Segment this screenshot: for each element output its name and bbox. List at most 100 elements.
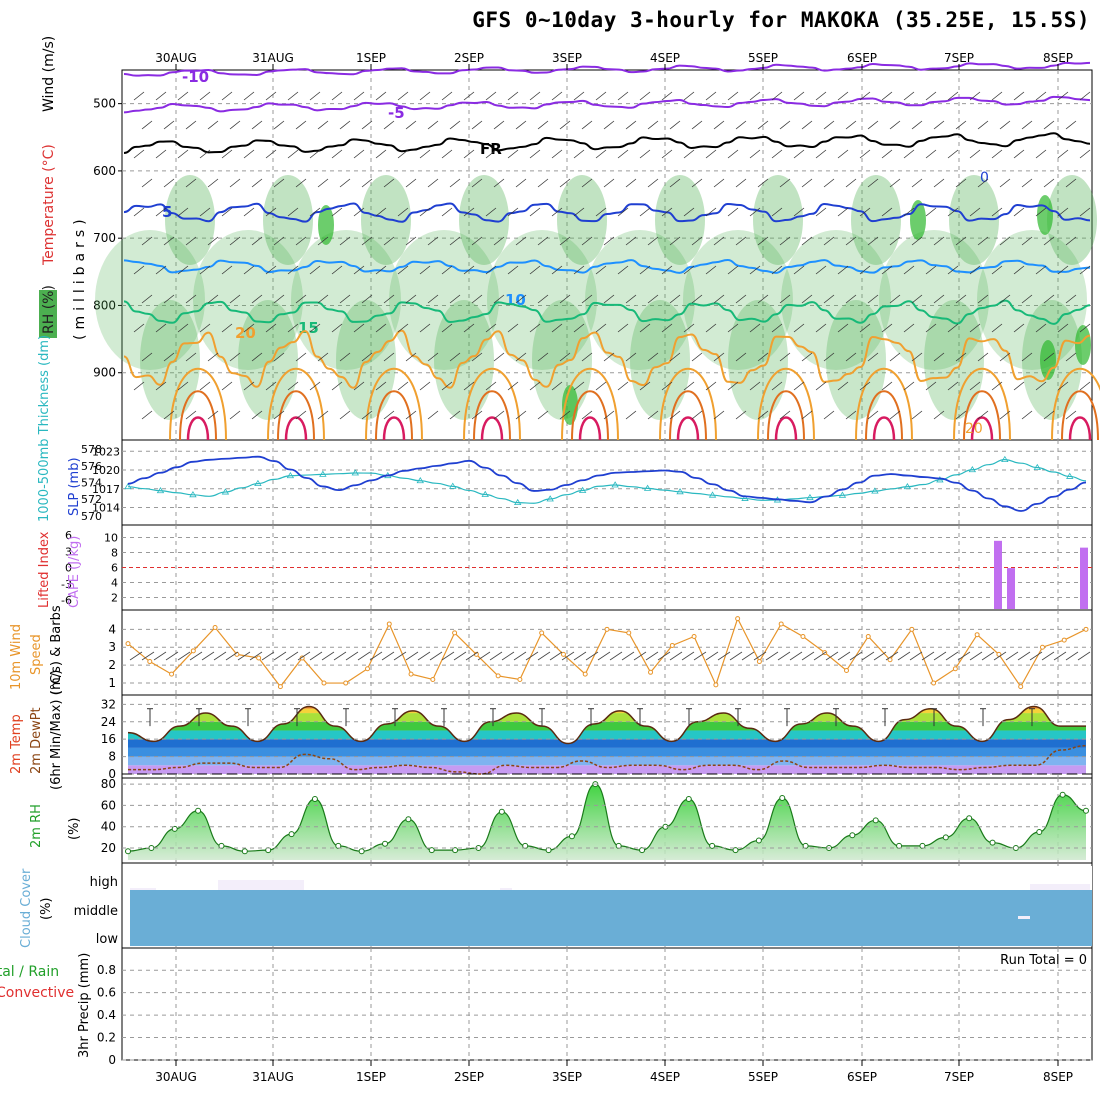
wind-barb <box>353 265 365 275</box>
rh-marker <box>966 815 973 822</box>
wind-barb <box>947 207 959 217</box>
wind-tick: 1 <box>108 676 116 690</box>
wind-speed-marker <box>256 655 262 661</box>
wind-speed-marker <box>691 633 697 639</box>
thickness-marker <box>124 482 132 490</box>
wind-barb <box>713 120 725 130</box>
wind-speed-marker <box>212 625 218 631</box>
wind-barb <box>317 352 329 362</box>
wind-barb <box>691 410 703 420</box>
wind-barb <box>595 207 607 217</box>
temp-band <box>128 756 1086 766</box>
wind-speed-marker <box>626 630 632 636</box>
wind-barb <box>639 323 651 333</box>
wind-barb <box>243 265 255 275</box>
wind-barb <box>515 178 527 188</box>
wind-barb <box>669 410 681 420</box>
wind-barb <box>163 120 175 130</box>
wind-barb <box>287 149 299 159</box>
wind-speed-marker <box>582 671 588 677</box>
surface-wind-barb <box>849 651 863 661</box>
surface-wind-barb <box>441 651 455 661</box>
wind-barb <box>713 294 725 304</box>
wind-barb <box>969 207 981 217</box>
wind-barb <box>185 410 197 420</box>
wind-barb <box>683 91 695 101</box>
surface-wind-barb <box>945 651 959 661</box>
wind-barb <box>573 265 585 275</box>
date-bottom-8SEP: 8SEP <box>1043 1070 1073 1084</box>
rh-marker <box>1059 791 1066 798</box>
wind-barb <box>419 381 431 391</box>
rh-shading <box>165 175 215 265</box>
wind-barb <box>669 120 681 130</box>
wind-barb <box>1035 207 1047 217</box>
wind-barb <box>493 352 505 362</box>
temp-contour-20 <box>123 329 1091 389</box>
wind-barb <box>493 178 505 188</box>
wind-barb <box>867 120 879 130</box>
rh2m-label: 2m RH <box>29 804 44 848</box>
wind-barb <box>1065 410 1077 420</box>
wind-barb <box>471 352 483 362</box>
wind-barb <box>947 323 959 333</box>
wind-barb <box>661 265 673 275</box>
rh-shading <box>263 175 313 265</box>
wind-speed-marker <box>1061 637 1067 643</box>
wind-barb <box>625 120 637 130</box>
wind-barb <box>251 120 263 130</box>
wind-barb <box>463 265 475 275</box>
wind-barb <box>757 410 769 420</box>
surface-wind-barb <box>1005 651 1019 661</box>
wind-speed-marker <box>560 651 566 657</box>
wind-barb <box>823 294 835 304</box>
rh-shading <box>630 300 690 420</box>
wind-barb <box>1057 149 1069 159</box>
wind-barb <box>309 91 321 101</box>
wind-barb <box>507 323 519 333</box>
wind-barb <box>507 265 519 275</box>
wind-barb <box>185 120 197 130</box>
wind-barb <box>287 323 299 333</box>
temp-label: Temperature (°C) <box>41 144 57 266</box>
wind-barb <box>669 352 681 362</box>
hot-contour <box>1068 416 1092 441</box>
wind-barb <box>273 294 285 304</box>
left-axis-labels: RH (%) Temperature (°C) Wind (m/s) (mill… <box>0 36 92 1058</box>
wind-barb <box>969 149 981 159</box>
thickness-marker <box>1001 455 1009 462</box>
thickness-marker <box>286 471 295 479</box>
wind-barb <box>815 91 827 101</box>
wind-barb <box>265 207 277 217</box>
date-top-3SEP: 3SEP <box>552 51 582 65</box>
surface-wind-barb <box>333 651 347 661</box>
rh-marker <box>779 794 786 801</box>
wind-barb <box>705 265 717 275</box>
temp-contour-label: -5 <box>388 104 405 122</box>
surface-wind-barb <box>513 651 527 661</box>
wind-barb <box>1021 294 1033 304</box>
wind-barb <box>1035 149 1047 159</box>
wind-barb <box>969 91 981 101</box>
wind-barb <box>383 410 395 420</box>
wind-barb <box>383 236 395 246</box>
warm-contour <box>757 367 815 441</box>
wind-label: Wind (m/s) <box>41 36 57 112</box>
wind-barb <box>691 294 703 304</box>
surface-wind-barb <box>477 651 491 661</box>
wind-barb <box>375 149 387 159</box>
wind-barb <box>463 323 475 333</box>
wind-barb <box>287 91 299 101</box>
wind-barb <box>705 149 717 159</box>
wind-barb <box>639 265 651 275</box>
rh-high-shading <box>1075 325 1091 365</box>
rh-marker <box>568 833 575 840</box>
surface-wind-barb <box>525 651 539 661</box>
wind-barb <box>485 381 497 391</box>
surface-wind-barb <box>933 651 947 661</box>
wind-barb <box>383 178 395 188</box>
temp-contour-label: FR <box>480 140 502 158</box>
thickness-marker <box>546 495 554 502</box>
wind-barb <box>625 410 637 420</box>
surface-wind-barb <box>381 651 395 661</box>
